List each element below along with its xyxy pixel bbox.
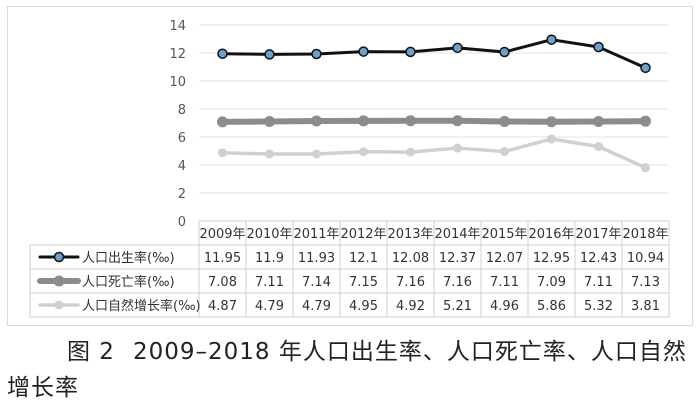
table-value: 12.95 xyxy=(533,251,570,266)
chart-frame: 0 2 4 6 8 10 12 14 2009年 2010年 2011年 2012年 2013年 2014… xyxy=(7,6,693,326)
series-line xyxy=(220,137,648,170)
data-point xyxy=(405,115,416,127)
category-label: 2010年 xyxy=(246,227,292,242)
data-point xyxy=(406,147,415,157)
category-label: 2015年 xyxy=(481,227,527,242)
legend-label: 人口自然增长率(‰) xyxy=(82,298,201,314)
table-value: 12.43 xyxy=(580,251,617,266)
table-value: 7.15 xyxy=(349,275,378,290)
table-value: 12.07 xyxy=(486,251,523,266)
legend-marker xyxy=(53,275,65,287)
table-value: 4.96 xyxy=(490,299,519,314)
data-point xyxy=(311,48,322,60)
table-value: 3.81 xyxy=(631,299,660,314)
table-value: 5.32 xyxy=(584,299,613,314)
data-point xyxy=(500,147,509,157)
data-point xyxy=(594,142,603,152)
data-point xyxy=(640,115,651,127)
series-line xyxy=(221,38,647,70)
table-value: 7.08 xyxy=(208,275,237,290)
category-label: 2014年 xyxy=(434,227,480,242)
table-value: 12.37 xyxy=(439,251,476,266)
legend-marker xyxy=(54,300,64,310)
table-value: 7.11 xyxy=(584,275,613,290)
table-value: 7.16 xyxy=(443,275,472,290)
y-tick-label: 14 xyxy=(169,19,186,34)
table-value: 5.21 xyxy=(443,299,472,314)
table-value: 7.13 xyxy=(631,275,660,290)
data-point xyxy=(593,41,604,53)
data-point xyxy=(452,115,463,127)
category-label: 2013年 xyxy=(387,227,433,242)
data-point xyxy=(593,115,604,127)
table-value: 12.1 xyxy=(349,251,378,266)
data-point xyxy=(265,149,274,159)
data-point xyxy=(217,116,228,128)
data-point xyxy=(453,143,462,153)
data-point xyxy=(499,46,510,58)
table-value: 12.08 xyxy=(392,251,429,266)
figure-caption: 图 2 2009–2018 年人口出生率、人口死亡率、人口自然增长率 xyxy=(7,334,693,406)
table-value: 10.94 xyxy=(627,251,664,266)
data-point xyxy=(264,115,275,127)
table-value: 4.87 xyxy=(208,299,237,314)
category-label: 2017年 xyxy=(575,227,621,242)
table-value: 4.95 xyxy=(349,299,378,314)
table-value: 7.11 xyxy=(490,275,519,290)
data-point xyxy=(546,34,557,45)
series-line xyxy=(219,117,649,125)
table-value: 11.93 xyxy=(298,251,335,266)
table-value: 5.86 xyxy=(537,299,566,314)
table-value: 4.79 xyxy=(255,299,284,314)
table-value: 4.79 xyxy=(302,299,331,314)
category-label: 2016年 xyxy=(528,227,574,242)
table-value: 11.9 xyxy=(255,251,284,266)
category-label: 2011年 xyxy=(293,227,339,242)
y-tick-label: 12 xyxy=(169,47,186,62)
data-point xyxy=(264,49,275,60)
table-value: 11.95 xyxy=(204,251,241,266)
legend-label: 人口死亡率(‰) xyxy=(82,274,175,290)
data-point xyxy=(358,115,369,127)
figure-number: 图 2 xyxy=(67,339,115,365)
category-label: 2012年 xyxy=(340,227,386,242)
data-point xyxy=(218,148,227,158)
line-chart-with-data-table: 0 2 4 6 8 10 12 14 2009年 2010年 2011年 2012年 2013年 2014… xyxy=(29,19,670,318)
y-tick-label: 10 xyxy=(169,75,186,90)
data-point xyxy=(640,62,651,74)
y-tick-label: 8 xyxy=(178,103,186,118)
data-point xyxy=(499,115,510,127)
data-point xyxy=(405,46,416,58)
y-tick-label: 0 xyxy=(178,215,186,230)
y-tick-label: 2 xyxy=(178,187,186,202)
table-value: 7.16 xyxy=(396,275,425,290)
category-label: 2018年 xyxy=(622,227,668,242)
legend-marker xyxy=(53,251,65,263)
legend-label: 人口出生率(‰) xyxy=(82,250,175,266)
data-point xyxy=(546,116,557,128)
table-value: 7.14 xyxy=(302,275,331,290)
y-tick-label: 6 xyxy=(178,131,186,146)
table-value: 7.09 xyxy=(537,275,566,290)
category-label: 2009年 xyxy=(199,227,245,242)
table-value: 4.92 xyxy=(396,299,425,314)
data-point xyxy=(359,147,368,157)
data-point xyxy=(641,163,650,173)
data-point xyxy=(312,149,321,159)
table-value: 7.11 xyxy=(255,275,284,290)
data-point xyxy=(452,42,463,54)
data-point xyxy=(217,48,228,59)
data-point xyxy=(547,134,556,144)
y-tick-label: 4 xyxy=(178,159,186,174)
data-point xyxy=(358,46,369,57)
figure-title: 2009–2018 年人口出生率、人口死亡率、人口自然增长率 xyxy=(7,339,687,401)
data-point xyxy=(311,115,322,127)
